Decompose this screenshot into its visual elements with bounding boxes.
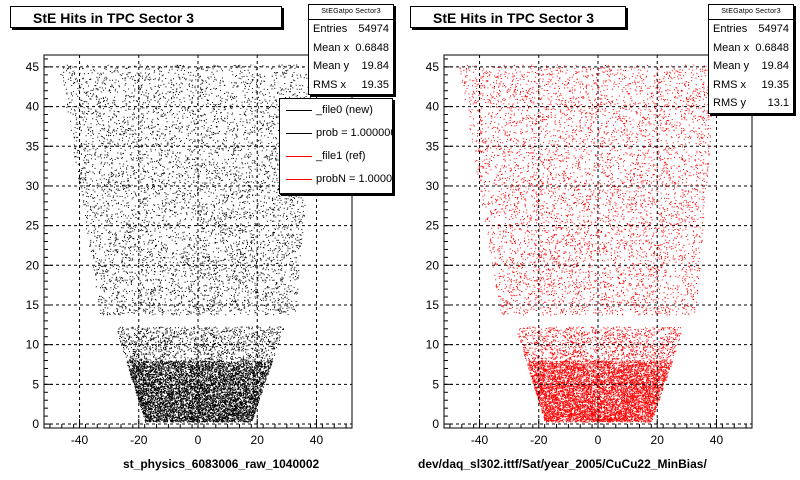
y-tick-label: 5 — [32, 377, 39, 391]
stats-row-mean-y: Mean y 19.84 — [313, 60, 389, 73]
y-tick-label: 15 — [426, 298, 440, 312]
legend-entry: prob = 1.000000 — [280, 122, 392, 145]
chart-title-text: StE Hits in TPC Sector 3 — [433, 10, 595, 26]
ticks — [44, 58, 347, 428]
left-panel: StE Hits in TPC Sector 3 StEGatpo Sector… — [10, 4, 394, 471]
x-tick-label: 0 — [195, 433, 202, 447]
stats-row-mean-x: Mean x 0.6848 — [713, 41, 789, 54]
chart-title-text: StE Hits in TPC Sector 3 — [33, 10, 195, 26]
legend: _file0 (new) prob = 1.000000 _file1 (ref… — [279, 98, 393, 194]
x-axis-caption: st_physics_6083006_raw_1040002 — [123, 457, 320, 471]
y-tick-label: 25 — [426, 219, 440, 233]
scatter-points — [60, 64, 315, 423]
y-tick-label: 10 — [26, 338, 40, 352]
x-tick-label: 40 — [710, 433, 724, 447]
y-tick-label: 20 — [26, 258, 40, 272]
x-tick-label: 0 — [595, 433, 602, 447]
stats-row-entries: Entries 54974 — [313, 23, 389, 35]
stats-row-rms-y: RMS y 13.1 — [713, 97, 789, 110]
y-tick-label: 35 — [426, 139, 440, 153]
y-tick-label: 0 — [32, 417, 39, 431]
x-tick-label: 20 — [251, 433, 265, 447]
y-tick-label: 40 — [426, 100, 440, 114]
ticks — [444, 58, 747, 428]
legend-entry: _file1 (ref) — [280, 145, 392, 168]
stats-row-rms-x: RMS x 19.35 — [313, 78, 389, 91]
x-axis-caption: dev/daq_sl302.ittf/Sat/year_2005/CuCu22_… — [418, 457, 707, 471]
plot-1: -40 -20 0 20 40 0 5 10 15 20 25 30 35 40 45 — [426, 54, 753, 447]
y-tick-label: 25 — [26, 219, 40, 233]
stats-header: StEGatpo Sector3 — [309, 5, 393, 20]
y-tick-label: 35 — [26, 139, 40, 153]
stats-header: StEGatpo Sector3 — [709, 5, 793, 20]
stats-row-mean-y: Mean y 19.84 — [713, 60, 789, 73]
right-panel: StE Hits in TPC Sector 3 StEGatpo Sector… — [400, 0, 800, 480]
plot-0: -40 -20 0 20 40 0 5 10 15 20 25 30 35 40 45 — [26, 54, 353, 447]
x-tick-label: 40 — [310, 433, 324, 447]
stats-box: StEGatpo Sector3 Entries 54974 Mean x 0.68… — [708, 4, 794, 114]
y-tick-label: 10 — [426, 338, 440, 352]
stats-row-rms-x: RMS x 19.35 — [713, 78, 789, 91]
hit-points-dense — [126, 360, 274, 423]
chart-title: StE Hits in TPC Sector 3 — [10, 6, 282, 28]
y-tick-label: 20 — [426, 258, 440, 272]
hit-points — [60, 64, 315, 423]
y-tick-label: 40 — [26, 100, 40, 114]
x-tick-label: -40 — [71, 433, 89, 447]
y-tick-label: 15 — [26, 298, 40, 312]
y-tick-label: 0 — [432, 417, 439, 431]
grid — [444, 55, 752, 428]
stats-row-entries: Entries 54974 — [713, 23, 789, 35]
x-tick-label: -40 — [471, 433, 489, 447]
x-tick-label: 20 — [651, 433, 665, 447]
legend-entry: probN = 1.000000 — [280, 168, 392, 191]
y-tick-label: 30 — [426, 179, 440, 193]
stats-row-mean-x: Mean x 0.6848 — [313, 41, 389, 54]
x-tick-label: -20 — [530, 433, 548, 447]
legend-entry: _file0 (new) — [280, 99, 392, 122]
x-tick-label: -20 — [130, 433, 148, 447]
chart-title: StE Hits in TPC Sector 3 — [410, 6, 626, 28]
hit-points-dense — [527, 360, 673, 423]
y-tick-label: 45 — [426, 60, 440, 74]
y-tick-label: 45 — [26, 60, 40, 74]
y-tick-label: 5 — [432, 377, 439, 391]
stats-box: StEGatpo Sector3 Entries 54974 Mean x 0.68… — [308, 4, 394, 96]
scatter-points — [459, 64, 716, 423]
y-tick-label: 30 — [26, 179, 40, 193]
